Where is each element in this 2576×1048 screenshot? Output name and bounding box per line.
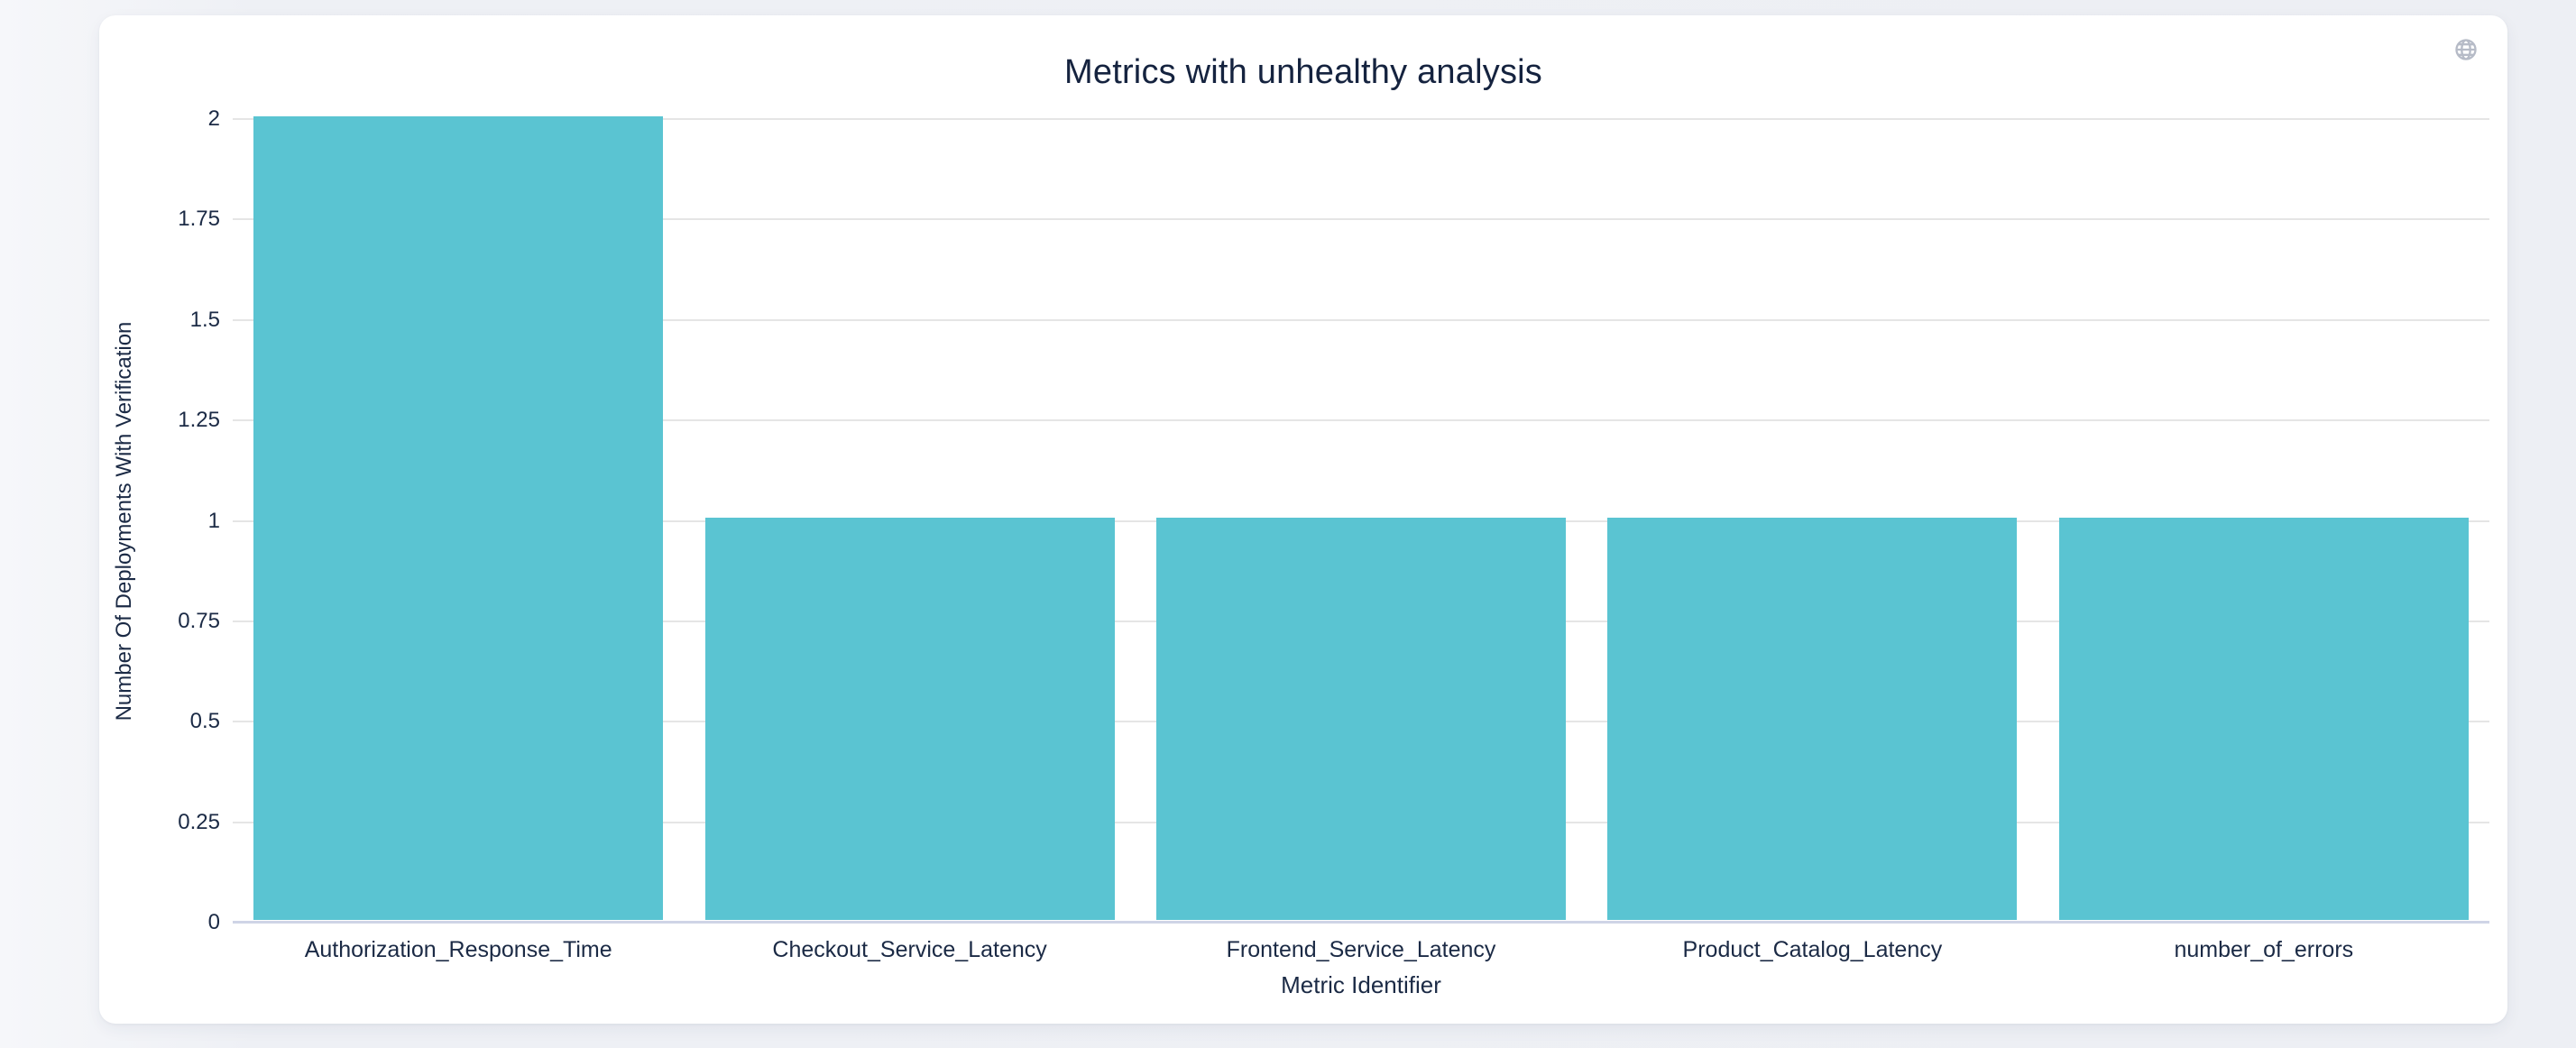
globe-icon[interactable]: [2453, 37, 2479, 62]
y-tick-label: 1.75: [178, 207, 220, 232]
gridline: [233, 318, 2489, 321]
bar-Checkout_Service_Latency[interactable]: [705, 518, 1115, 920]
bar-Frontend_Service_Latency[interactable]: [1156, 518, 1566, 920]
x-category-label: Checkout_Service_Latency: [772, 937, 1047, 962]
y-tick-label: 1.5: [189, 307, 220, 332]
x-category-label: Product_Catalog_Latency: [1682, 937, 1943, 962]
x-axis-title: Metric Identifier: [1281, 971, 1441, 998]
x-category-label: Frontend_Service_Latency: [1226, 937, 1496, 962]
y-tick-label: 1.25: [178, 408, 220, 433]
chart-title: Metrics with unhealthy analysis: [1064, 53, 1542, 91]
bar-Authorization_Response_Time[interactable]: [253, 116, 663, 920]
bar-number_of_errors[interactable]: [2059, 518, 2469, 920]
x-category-label: number_of_errors: [2174, 937, 2354, 962]
gridline: [233, 118, 2489, 120]
y-tick-label: 0.75: [178, 608, 220, 633]
gridline: [233, 921, 2489, 924]
bar-Product_Catalog_Latency[interactable]: [1607, 518, 2017, 920]
y-tick-label: 0: [207, 910, 220, 934]
y-tick-label: 2: [207, 106, 220, 131]
gridline: [233, 419, 2489, 422]
plot-area: [233, 116, 2489, 924]
chart-card: Metrics with unhealthy analysis Number O…: [99, 15, 2507, 1024]
y-tick-label: 0.5: [189, 709, 220, 734]
gridline: [233, 218, 2489, 221]
x-category-label: Authorization_Response_Time: [304, 937, 612, 962]
y-tick-label: 0.25: [178, 809, 220, 834]
y-tick-label: 1: [207, 508, 220, 533]
